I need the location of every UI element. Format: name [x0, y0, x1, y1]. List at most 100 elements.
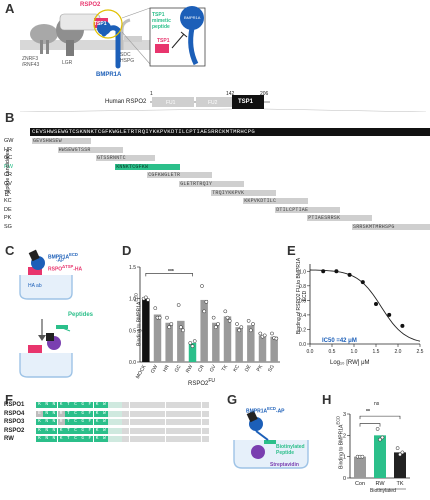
c-ftsp-sup: ΔTSP — [62, 264, 74, 269]
data-point — [248, 328, 253, 333]
y-tick-label: 1.0 — [129, 297, 136, 303]
alignment-label: RW — [4, 436, 14, 442]
residue-filler — [129, 410, 137, 417]
bar — [394, 452, 406, 478]
lgr-label: LGR — [62, 60, 73, 66]
data-point — [374, 302, 378, 306]
residue-cell: G — [79, 427, 87, 434]
d-xlabel: RSPO2FU — [188, 378, 215, 387]
alignment-label: RSPO2 — [4, 427, 25, 434]
residue-filler — [108, 427, 115, 434]
y-tick-label: 1.0 — [299, 269, 306, 275]
residue-filler — [115, 410, 123, 417]
ns-bracket — [359, 415, 401, 420]
panel-label-d: D — [122, 243, 132, 258]
bar — [247, 325, 255, 362]
residue-filler — [180, 436, 187, 442]
residue-cell: K — [36, 419, 43, 425]
peptide-sequence: TRQIYKKPVK — [211, 189, 277, 196]
x-tick-label: 0.5 — [329, 349, 336, 355]
peptide-sequence: KNNKTCGFKW — [115, 163, 181, 170]
panel-h-bar-chart: 0 1 2 3 Con RW TK — [343, 412, 410, 490]
residue-cell: F — [86, 427, 94, 434]
x-tick-label: Con — [355, 481, 365, 487]
residue-filler — [165, 427, 173, 434]
data-point — [192, 339, 197, 343]
panel-label-b: B — [5, 110, 15, 125]
data-point — [225, 315, 230, 320]
residue-filler — [172, 419, 180, 425]
peptide-row: HR HWSEWGTSSR — [4, 146, 430, 154]
data-point — [188, 341, 193, 345]
residue-cell: K — [93, 402, 101, 408]
residue-cell: C — [72, 402, 79, 408]
peptide-name: GW — [4, 138, 14, 144]
x-tick-label: GV — [209, 363, 218, 373]
y-tick-label: 0.6 — [299, 298, 306, 304]
residue-cell: G — [79, 436, 87, 442]
data-point — [216, 322, 220, 326]
residue-cell: C — [72, 410, 79, 417]
bar — [153, 314, 162, 362]
residue-cell: N — [50, 436, 58, 442]
peptide-name: SG — [4, 224, 12, 230]
residue-filler — [144, 402, 151, 408]
data-point — [274, 336, 279, 341]
bar — [354, 456, 366, 478]
data-point — [246, 318, 251, 323]
rspo2-label: RSPO2 — [80, 2, 101, 8]
residue-filler — [180, 402, 187, 408]
pos-1: 1 — [150, 91, 153, 97]
h-sig: ** — [366, 409, 370, 415]
residue-filler — [165, 419, 173, 425]
residue-filler — [172, 410, 180, 417]
y-tick-label: 0.5 — [129, 328, 136, 334]
peptide-row: TK TRQIYKKPVK — [4, 189, 430, 197]
data-point — [387, 312, 392, 317]
peptide-name: DE — [4, 206, 12, 213]
peptide-row: GW GEVSHWSEW — [4, 138, 430, 145]
bar — [188, 343, 197, 362]
residue-filler — [187, 402, 195, 408]
residue-cell: T — [64, 402, 72, 408]
data-point — [190, 344, 195, 349]
residue-filler — [129, 402, 137, 408]
residue-filler — [172, 402, 180, 408]
residue-cell: N — [50, 427, 58, 434]
peptide-name: KC — [4, 198, 12, 205]
c-rspo-text: RSPO — [48, 266, 63, 273]
peptide-sequence: DTILCPTIAE — [275, 206, 341, 213]
data-point — [227, 318, 232, 323]
e-ylabel: Binding of RSPO2 FU to BMPR1A ECD — [296, 257, 308, 335]
data-point — [157, 315, 162, 320]
x-tick-label: 2.5 — [417, 349, 424, 355]
data-point — [202, 309, 207, 314]
y-tick-label: 0.8 — [299, 284, 306, 290]
y-tick-label: 0 — [343, 476, 346, 482]
d-ylabel: Binding to BMPR1AECD — [134, 279, 143, 359]
residue-cell: F — [86, 402, 94, 408]
peptide-row: GV GLETRTRQIY — [4, 181, 430, 188]
residue-filler — [151, 427, 159, 434]
alignment-label: RSPO1 — [4, 402, 25, 408]
peptide-table: CEVSHWSEWGTCSKNNKTCGFKWGLETRTRQIYKKPVKDT… — [4, 128, 430, 236]
residue-filler — [194, 402, 202, 408]
residue-filler — [136, 427, 144, 434]
c-rspo-label: RSPOΔTSP-HA — [48, 264, 82, 273]
residue-cell: K — [93, 410, 101, 417]
x-tick-label: PK — [256, 363, 265, 372]
d-xlabel-sup: FU — [208, 378, 216, 384]
g-bmpr1a-label: BMPR1AECD-AP — [246, 406, 285, 415]
data-point — [146, 298, 150, 302]
residue-filler — [187, 410, 195, 417]
residue-filler — [115, 419, 123, 425]
alignment-label: RSPO4 — [4, 410, 25, 417]
residue-cell: N — [50, 402, 58, 408]
y-tick-label: 0.0 — [129, 360, 136, 366]
panel-label-c: C — [5, 243, 15, 258]
residue-filler — [144, 436, 151, 442]
data-point — [178, 325, 183, 330]
residue-cell: N — [50, 410, 58, 417]
residue-filler — [151, 419, 159, 425]
peptide-sequence: GEVSHWSEW — [32, 138, 91, 144]
